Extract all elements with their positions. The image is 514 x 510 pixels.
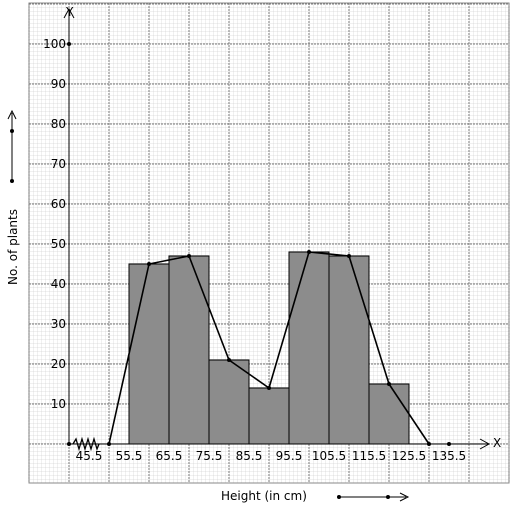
y-tick-label: 60 [51, 197, 66, 211]
frequency-polygon-point [107, 442, 111, 446]
x-tick-label: 135.5 [432, 449, 466, 463]
x-tick-label: 115.5 [352, 449, 386, 463]
histogram-bar [368, 383, 410, 445]
histogram-bar [248, 387, 290, 445]
histogram-bar [168, 255, 210, 445]
frequency-polygon-point [387, 382, 391, 386]
y-tick-label: 30 [51, 317, 66, 331]
x-tick-label: 85.5 [236, 449, 263, 463]
y-direction-arrow [7, 109, 17, 183]
y-axis-top-point [67, 42, 71, 46]
frequency-polygon-point [187, 254, 191, 258]
x-axis-arrowhead [479, 438, 491, 450]
frequency-polygon-point [227, 358, 231, 362]
y-axis-title: No. of plants [6, 209, 20, 285]
x-tick-label: 65.5 [156, 449, 183, 463]
histogram-bar [288, 251, 330, 445]
x-tick-label: 105.5 [312, 449, 346, 463]
y-axis-letter: Y [65, 5, 74, 19]
histogram-bar [208, 359, 250, 445]
frequency-polygon-point [427, 442, 431, 446]
origin-point [67, 442, 71, 446]
x-tick-label: 95.5 [276, 449, 303, 463]
y-tick-labels: 10 20 30 40 50 60 70 80 90 100 [43, 37, 66, 411]
x-direction-arrow [337, 492, 410, 502]
frequency-polygon-point [147, 262, 151, 266]
x-axis-title: Height (in cm) [221, 489, 307, 503]
y-tick-label: 50 [51, 237, 66, 251]
y-tick-label: 90 [51, 77, 66, 91]
x-tick-labels: 45.5 55.5 65.5 75.5 85.5 95.5 105.5 115.5 125.5 1… [76, 449, 467, 463]
y-tick-label: 100 [43, 37, 66, 51]
frequency-polygon-point [347, 254, 351, 258]
histogram-bar [128, 263, 170, 445]
x-tick-label: 75.5 [196, 449, 223, 463]
axis-break-kink [72, 436, 100, 452]
frequency-polygon [107, 250, 451, 446]
y-tick-label: 20 [51, 357, 66, 371]
x-axis-letter: X [493, 436, 501, 450]
x-tick-label: 45.5 [76, 449, 103, 463]
x-tick-label: 55.5 [116, 449, 143, 463]
axes [63, 7, 491, 450]
x-axis-end-point [447, 442, 451, 446]
y-tick-label: 40 [51, 277, 66, 291]
y-tick-label: 80 [51, 117, 66, 131]
y-tick-label: 70 [51, 157, 66, 171]
x-tick-label: 125.5 [392, 449, 426, 463]
y-axis-arrowhead [63, 7, 75, 19]
frequency-polygon-point [267, 386, 271, 390]
y-tick-label: 10 [51, 397, 66, 411]
histogram-bar [328, 255, 370, 445]
frequency-polygon-point [307, 250, 311, 254]
